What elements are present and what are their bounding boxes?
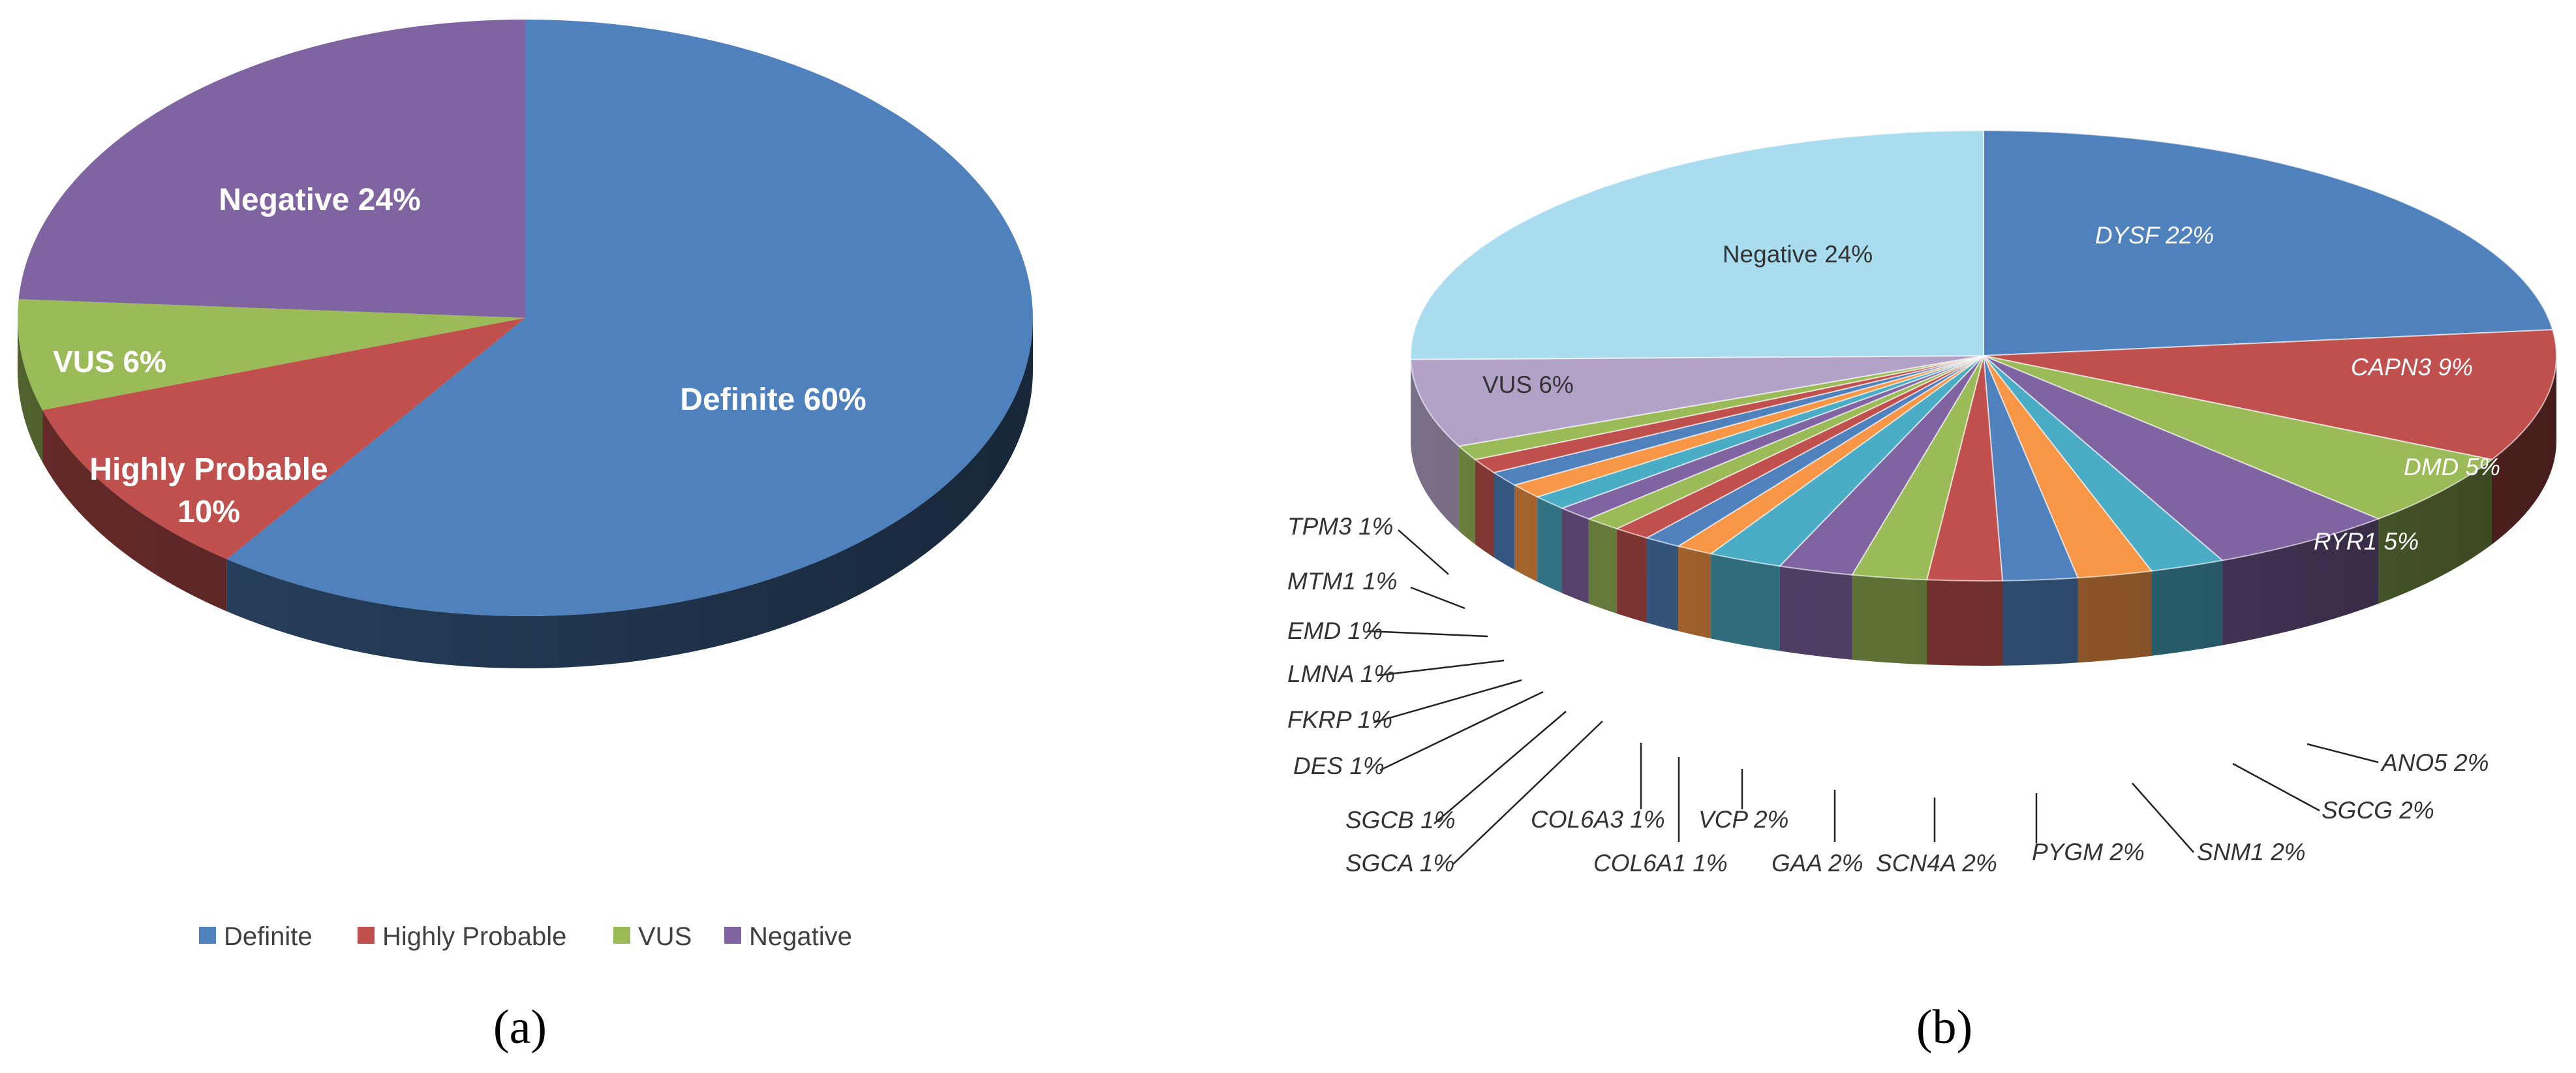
slice-negative xyxy=(1410,129,1984,360)
slice-label-fkrp: FKRP 1% xyxy=(1287,706,1392,733)
slice-negative xyxy=(18,20,525,318)
slice-label-sgca: SGCA 1% xyxy=(1345,850,1454,877)
leader-line-mtm1 xyxy=(1410,586,1465,610)
slice-label-pygm: PYGM 2% xyxy=(2032,839,2145,865)
chart-a-legend: Definite Highly Probable VUS Negative xyxy=(199,922,852,951)
panel-label-a: (a) xyxy=(493,1001,547,1054)
slice-label-col6a1: COL6A1 1% xyxy=(1593,850,1728,877)
chart-b-slices xyxy=(1410,129,2557,582)
legend-label-vus: VUS xyxy=(638,922,692,951)
legend-item-definite: Definite xyxy=(199,922,313,951)
slice-label-capn3: CAPN3 9% xyxy=(2351,354,2473,381)
slice-label-vus: VUS 6% xyxy=(1482,371,1574,398)
leader-line-tpm3 xyxy=(1398,529,1449,575)
slice-label-highly-probable: Highly Probable xyxy=(89,452,328,487)
slice-label-dysf: DYSF 22% xyxy=(2095,222,2214,249)
chart-b-leader-lines xyxy=(1367,529,2379,865)
slice-label-negative: Negative 24% xyxy=(1723,241,1873,268)
legend-swatch-negative xyxy=(724,927,741,944)
slice-dmd xyxy=(1983,355,2494,520)
slice-label-negative: Negative 24% xyxy=(219,183,421,217)
slice-label-col6a3: COL6A3 1% xyxy=(1531,806,1665,833)
legend-label-highly-probable: Highly Probable xyxy=(382,922,566,951)
slice-label-dmd: DMD 5% xyxy=(2404,454,2500,480)
slice-label-des: DES 1% xyxy=(1293,753,1385,779)
slice-capn3 xyxy=(1983,329,2557,461)
leader-line-sgcg xyxy=(2232,762,2320,812)
legend-item-vus: VUS xyxy=(613,922,692,951)
leader-line-sgca xyxy=(1452,721,1603,865)
chart-a-category-pie: Definite 60% Highly Probable 10% VUS 6% … xyxy=(17,20,1033,1054)
slice-vus xyxy=(1410,355,1984,447)
leader-line-sgcb xyxy=(1434,711,1567,824)
panel-label-b: (b) xyxy=(1916,1001,1972,1054)
slice-label-highly-probable-percent: 10% xyxy=(177,495,240,529)
slice-definite xyxy=(226,20,1033,616)
slice-ryr1 xyxy=(1983,355,2380,561)
side-shading xyxy=(1411,356,2556,666)
chart-b-gene-pie: DYSF 22% CAPN3 9% DMD 5% RYR1 5% ANO5 2% SGCG… xyxy=(1287,129,2557,1054)
legend-swatch-vus xyxy=(613,927,630,944)
leader-line-des xyxy=(1379,691,1544,771)
chart-b-sides xyxy=(1411,356,2556,666)
side-shading xyxy=(18,318,1033,668)
leader-line-fkrp xyxy=(1373,679,1522,724)
slice-label-scn4a: SCN4A 2% xyxy=(1876,850,1997,877)
legend-item-highly-probable: Highly Probable xyxy=(358,922,566,951)
slice-label-emd: EMD 1% xyxy=(1287,617,1383,644)
slice-label-ano5: ANO5 2% xyxy=(2380,749,2489,776)
legend-swatch-definite xyxy=(199,927,216,944)
slice-label-lmna: LMNA 1% xyxy=(1287,661,1395,687)
slice-label-sgcb: SGCB 1% xyxy=(1345,807,1456,833)
leader-line-emd xyxy=(1367,630,1488,638)
leader-line-lmna xyxy=(1376,659,1505,677)
slice-label-mtm1: MTM1 1% xyxy=(1287,568,1398,595)
slice-label-vus: VUS 6% xyxy=(53,345,166,379)
legend-swatch-highly-probable xyxy=(358,927,375,944)
chart-a-sides xyxy=(18,318,1033,668)
leader-line-ano5 xyxy=(2307,743,2379,764)
slice-highly-probable xyxy=(42,318,526,559)
slice-label-ryr1: RYR1 5% xyxy=(2314,528,2419,555)
legend-item-negative: Negative xyxy=(724,922,852,951)
slice-label-sgcg: SGCG 2% xyxy=(2322,797,2434,824)
chart-b-labels: DYSF 22% CAPN3 9% DMD 5% RYR1 5% ANO5 2% SGCG… xyxy=(1287,222,2500,877)
leader-line-snm1 xyxy=(2132,783,2194,853)
slice-vus xyxy=(17,299,525,411)
slice-label-gaa: GAA 2% xyxy=(1771,850,1863,877)
chart-a-slice-labels: Definite 60% Highly Probable 10% VUS 6% … xyxy=(53,183,866,529)
slice-label-definite: Definite 60% xyxy=(680,382,866,417)
slice-label-vcp: VCP 2% xyxy=(1698,806,1788,833)
slice-label-tpm3: TPM3 1% xyxy=(1287,513,1393,540)
slice-dysf xyxy=(1983,129,2554,357)
legend-label-definite: Definite xyxy=(224,922,313,951)
legend-label-negative: Negative xyxy=(749,922,852,951)
chart-a-slices xyxy=(17,20,1033,616)
slice-label-snm1: SNM1 2% xyxy=(2197,839,2306,865)
